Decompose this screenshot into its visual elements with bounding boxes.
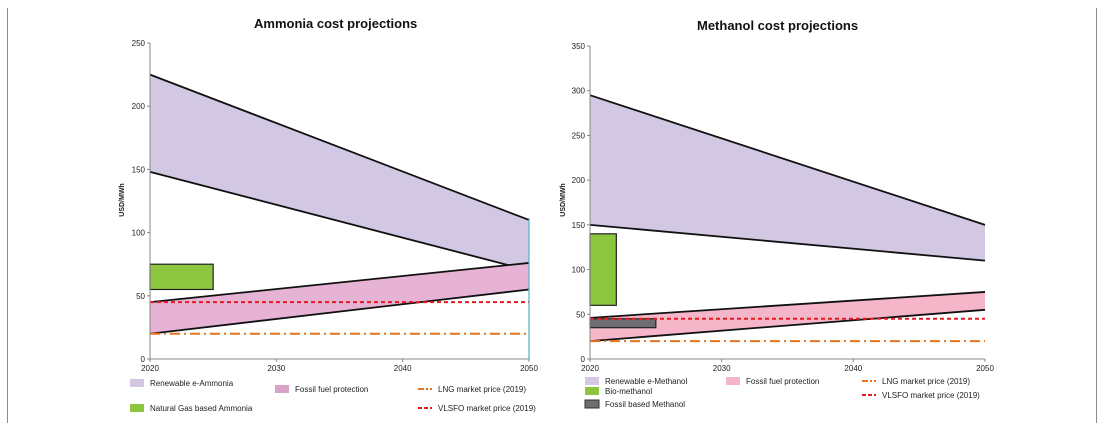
methanol-ytick-50: 50: [576, 310, 585, 319]
methanol-legend-label-1: Renewable e-Methanol: [605, 377, 687, 386]
methanol-legend-label-2: Fossil fuel protection: [746, 377, 819, 386]
methanol-legend-label-5: VLSFO market price (2019): [882, 391, 980, 400]
methanol-legend-label-3: LNG market price (2019): [882, 377, 970, 386]
methanol-band-1-lower-line: [589, 223, 986, 262]
ammonia-xtick-2030: 2030: [267, 364, 285, 373]
ammonia-legend-label-1: Renewable e-Ammonia: [150, 379, 234, 388]
ammonia-legend-label-5: VLSFO market price (2019): [438, 404, 536, 413]
methanol-ytick-300: 300: [572, 87, 586, 96]
ammonia-ytick-200: 200: [132, 102, 146, 111]
methanol-xtick-2040: 2040: [844, 364, 862, 373]
methanol-band-2-upper-line: [589, 291, 986, 319]
ammonia-legend-swatch-4: [130, 404, 144, 412]
methanol-box-1: [589, 233, 617, 306]
ammonia-band-2: [150, 262, 529, 334]
methanol-box-2: [589, 318, 657, 329]
methanol-legend-label-6: Fossil based Methanol: [605, 400, 685, 409]
ammonia-ytick-100: 100: [132, 229, 146, 238]
methanol-ytick-100: 100: [572, 266, 586, 275]
methanol-xtick-2020: 2020: [581, 364, 599, 373]
methanol-xtick-2050: 2050: [976, 364, 994, 373]
methanol-legend-swatch-6: [584, 399, 600, 409]
methanol-band-2: [590, 291, 985, 342]
ammonia-band-1-upper-line: [149, 73, 530, 221]
ammonia-legend-swatch-2: [275, 385, 289, 393]
ammonia-ytick-50: 50: [136, 292, 145, 301]
methanol-chart-title: Methanol cost projections: [697, 18, 859, 33]
methanol-band-2-lower-line: [589, 308, 986, 343]
methanol-ytick-0: 0: [581, 355, 586, 364]
methanol-xtick-2030: 2030: [713, 364, 731, 373]
methanol-ytick-150: 150: [572, 221, 586, 230]
ammonia-ytick-150: 150: [132, 165, 146, 174]
ammonia-ytick-0: 0: [141, 355, 146, 364]
figure-frame: [7, 8, 1097, 423]
methanol-ytick-250: 250: [572, 131, 586, 140]
ammonia-xtick-2040: 2040: [394, 364, 412, 373]
methanol-band-1-upper-line: [589, 94, 986, 226]
ammonia-legend-label-3: LNG market price (2019): [438, 385, 526, 394]
ammonia-ytick-250: 250: [132, 39, 146, 48]
methanol-y-axis-label: USD/MWh: [560, 183, 567, 216]
methanol-legend-swatch-4: [585, 387, 599, 395]
ammonia-legend-label-4: Natural Gas based Ammonia: [150, 404, 253, 413]
methanol-legend-swatch-2: [726, 377, 740, 385]
methanol-legend-label-4: Bio-methanol: [605, 387, 652, 396]
ammonia-xtick-2020: 2020: [141, 364, 159, 373]
methanol-band-1: [590, 95, 985, 261]
ammonia-chart-title: Ammonia cost projections: [254, 16, 418, 31]
ammonia-box-1: [149, 263, 214, 291]
ammonia-legend-label-2: Fossil fuel protection: [295, 385, 368, 394]
ammonia-y-axis-label: USD/MWh: [119, 183, 126, 216]
ammonia-legend-swatch-1: [130, 379, 144, 387]
ammonia-band-2-upper-line: [149, 262, 530, 304]
methanol-legend-swatch-1: [585, 377, 599, 385]
ammonia-band-1-lower-line: [149, 171, 530, 272]
ammonia-band-2-lower-line: [149, 288, 530, 335]
methanol-ytick-200: 200: [572, 176, 586, 185]
methanol-ytick-350: 350: [572, 42, 586, 51]
ammonia-band-1: [150, 74, 529, 271]
ammonia-xtick-2050: 2050: [520, 364, 538, 373]
